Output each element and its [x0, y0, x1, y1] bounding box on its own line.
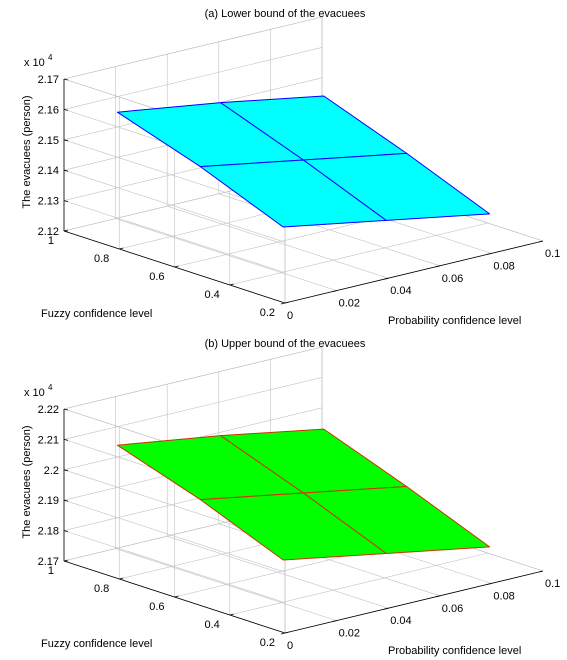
- z-tick-label: 2.13: [38, 196, 59, 208]
- z-exponent: 4: [48, 53, 53, 62]
- y-tick-mark: [119, 577, 124, 580]
- x-tick-label: 0.1: [545, 578, 560, 590]
- grid-line: [63, 200, 286, 273]
- x-tick-label: 0.08: [493, 590, 514, 602]
- x-tick-label: 0.08: [493, 260, 514, 272]
- x-tick-label: 0.02: [339, 298, 360, 310]
- x-tick-label: 0: [287, 640, 293, 652]
- x-tick-mark: [332, 290, 337, 292]
- z-tick-label: 2.21: [38, 434, 59, 446]
- box-edge: [63, 346, 323, 410]
- z-tick-label: 2.17: [38, 74, 59, 86]
- x-axis-line: [284, 240, 544, 304]
- z-tick-label: 2.2: [44, 465, 59, 477]
- z-tick-label: 2.22: [38, 404, 59, 416]
- grid-line: [63, 377, 323, 440]
- y-tick-label: 0.6: [149, 601, 164, 613]
- z-tick-label: 2.12: [38, 226, 59, 238]
- grid-line: [63, 169, 286, 243]
- z-multiplier: x 10: [24, 387, 45, 399]
- z-multiplier: x 10: [24, 57, 45, 69]
- y-tick-mark: [229, 613, 234, 616]
- z-tick-mark: [63, 499, 69, 502]
- chart-lower-bound: 0 0.02 0.04 0.06 0.08 0.1 0.2 0.4 0.6 0.8 12.12 2.1…: [21, 8, 560, 327]
- y-tick-mark: [229, 283, 234, 286]
- grid-line: [229, 222, 488, 286]
- z-tick-label: 2.19: [38, 495, 59, 507]
- x-tick-mark: [332, 620, 337, 622]
- z-tick-mark: [63, 408, 69, 411]
- box-edge: [63, 16, 323, 80]
- x-tick-mark: [280, 302, 286, 305]
- chart-title: (b) Upper bound of the evacuees: [205, 338, 366, 350]
- x-axis-line: [284, 570, 544, 634]
- y-tick-label: 0.8: [94, 583, 109, 595]
- chart-title: (a) Lower bound of the evacuees: [205, 8, 366, 20]
- x-tick-mark: [538, 240, 544, 243]
- y-axis-label: Fuzzy confidence level: [41, 308, 152, 320]
- z-tick-mark: [63, 560, 69, 563]
- y-tick-label: 0.6: [149, 271, 164, 283]
- surface-cell: [303, 486, 491, 554]
- x-tick-mark: [435, 595, 440, 598]
- z-axis-label: The evacuees (person): [21, 95, 33, 208]
- y-tick-label: 0.2: [260, 637, 275, 649]
- z-tick-label: 2.18: [38, 526, 59, 538]
- x-tick-label: 0.06: [442, 273, 463, 285]
- surface-cell: [303, 152, 491, 221]
- y-tick-label: 1: [48, 235, 54, 247]
- y-axis-label: Fuzzy confidence level: [41, 638, 152, 650]
- z-tick-mark: [63, 230, 69, 233]
- y-tick-mark: [284, 631, 290, 634]
- z-tick-mark: [63, 200, 69, 202]
- y-tick-label: 0.4: [204, 289, 219, 301]
- x-tick-label: 0: [287, 310, 293, 322]
- x-tick-mark: [538, 570, 544, 573]
- z-tick-mark: [63, 109, 69, 111]
- x-tick-label: 0.06: [442, 603, 463, 615]
- z-tick-mark: [63, 169, 69, 172]
- z-axis-label: The evacuees (person): [21, 425, 33, 538]
- x-tick-label: 0.1: [545, 248, 560, 260]
- grid-line: [63, 47, 323, 110]
- z-tick-label: 2.15: [38, 135, 59, 147]
- z-tick-label: 2.14: [38, 165, 59, 177]
- z-tick-mark: [63, 78, 69, 81]
- grid-line: [229, 552, 488, 616]
- z-tick-mark: [63, 530, 69, 532]
- y-tick-mark: [284, 301, 290, 304]
- z-tick-mark: [63, 439, 69, 441]
- x-tick-label: 0.02: [339, 628, 360, 640]
- z-exponent: 4: [48, 383, 53, 392]
- x-tick-mark: [487, 253, 492, 255]
- z-tick-mark: [63, 469, 69, 472]
- x-tick-label: 0.04: [390, 615, 411, 627]
- y-tick-label: 1: [48, 565, 54, 577]
- z-tick-mark: [63, 139, 69, 142]
- x-axis-label: Probability confidence level: [388, 315, 521, 327]
- y-tick-mark: [119, 247, 124, 250]
- z-tick-label: 2.17: [38, 556, 59, 568]
- x-tick-mark: [435, 265, 440, 268]
- x-tick-mark: [487, 583, 492, 585]
- y-tick-label: 0.2: [260, 307, 275, 319]
- x-axis-label: Probability confidence level: [388, 645, 521, 657]
- x-tick-mark: [384, 607, 389, 610]
- y-tick-mark: [174, 265, 179, 268]
- y-tick-mark: [174, 595, 179, 598]
- y-tick-label: 0.8: [94, 253, 109, 265]
- x-tick-mark: [280, 632, 286, 635]
- z-tick-label: 2.16: [38, 104, 59, 116]
- y-tick-label: 0.4: [204, 619, 219, 631]
- x-tick-label: 0.04: [390, 285, 411, 297]
- grid-line: [63, 499, 286, 573]
- chart-upper-bound: 0 0.02 0.04 0.06 0.08 0.1 0.2 0.4 0.6 0.8 12.17 2.1…: [21, 338, 560, 657]
- x-tick-mark: [384, 277, 389, 280]
- grid-line: [63, 530, 286, 603]
